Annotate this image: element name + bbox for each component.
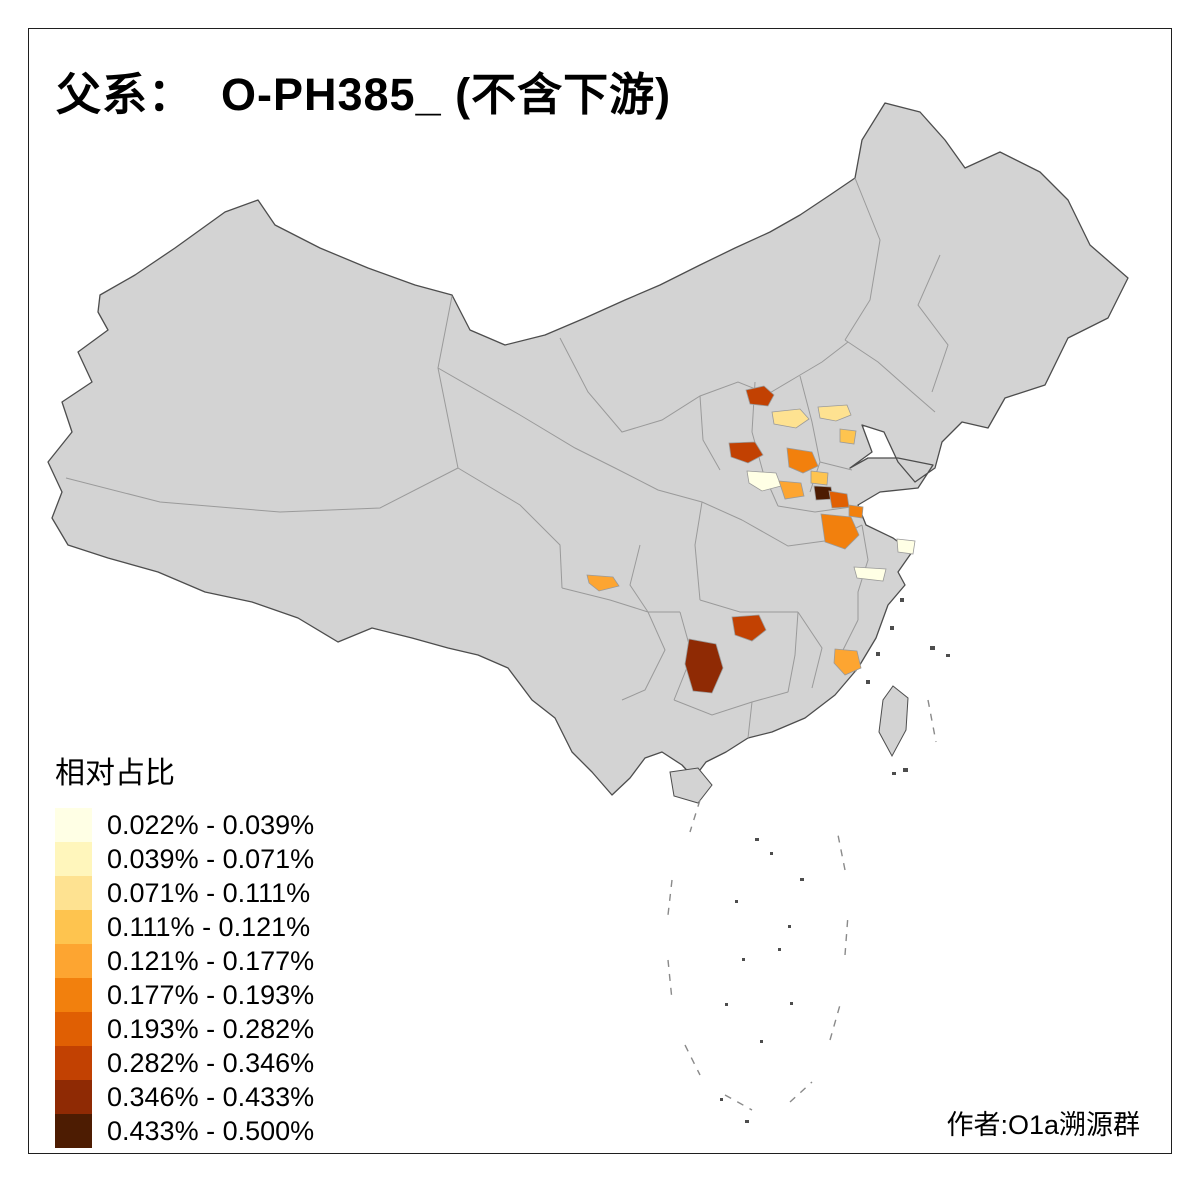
legend-item: 0.121% - 0.177% (55, 944, 314, 978)
legend: 相对占比 0.022% - 0.039% 0.039% - 0.071% 0.0… (55, 748, 314, 1148)
highlight-region-2 (771, 408, 810, 429)
legend-label: 0.121% - 0.177% (107, 945, 315, 976)
legend-label: 0.111% - 0.121% (107, 911, 311, 942)
legend-item: 0.346% - 0.433% (55, 1080, 314, 1114)
highlight-region-17 (833, 648, 862, 676)
attribution-text: 作者:O1a溯源群 (946, 1110, 1140, 1140)
legend-item: 0.111% - 0.121% (55, 910, 314, 944)
highlight-region-7 (746, 470, 782, 492)
legend-swatch (55, 1080, 92, 1114)
legend-title: 相对占比 (55, 757, 175, 790)
legend-swatch (55, 978, 92, 1012)
legend-item: 0.039% - 0.071% (55, 842, 314, 876)
highlight-region-3 (817, 404, 852, 422)
legend-item: 0.177% - 0.193% (55, 978, 314, 1012)
legend-label: 0.346% - 0.433% (107, 1081, 315, 1112)
legend-item: 0.022% - 0.039% (55, 808, 314, 842)
highlight-region-14 (586, 574, 620, 592)
legend-swatch (55, 1114, 92, 1148)
legend-swatch (55, 1046, 92, 1080)
highlight-region-18 (896, 538, 916, 555)
legend-swatch (55, 876, 92, 910)
highlight-region-8 (778, 480, 805, 500)
legend-label: 0.022% - 0.039% (107, 809, 315, 840)
legend-item: 0.071% - 0.111% (55, 876, 314, 910)
legend-label: 0.433% - 0.500% (107, 1115, 315, 1146)
taiwan-island-shape (878, 685, 909, 758)
sea-dash-lines (667, 699, 937, 1111)
legend-swatch (55, 1012, 92, 1046)
highlight-region-6 (786, 447, 819, 474)
legend-label: 0.039% - 0.071% (107, 843, 315, 874)
legend-item: 0.193% - 0.282% (55, 1012, 314, 1046)
legend-item: 0.282% - 0.346% (55, 1046, 314, 1080)
highlight-region-1 (745, 385, 775, 407)
legend-swatch (55, 808, 92, 842)
highlight-region-16 (684, 638, 724, 694)
hainan-island-shape (669, 767, 713, 804)
legend-swatch (55, 944, 92, 978)
highlight-region-11 (828, 490, 850, 509)
highlight-region-19 (853, 566, 887, 582)
china-mainland-shape (47, 102, 1129, 796)
legend-swatch (55, 910, 92, 944)
legend-swatch (55, 842, 92, 876)
legend-label: 0.177% - 0.193% (107, 979, 315, 1010)
highlight-region-9 (810, 470, 829, 486)
legend-label: 0.193% - 0.282% (107, 1013, 315, 1044)
highlight-region-12 (820, 513, 860, 550)
legend-item: 0.433% - 0.500% (55, 1114, 314, 1148)
highlight-region-13 (848, 504, 864, 519)
highlight-region-4 (839, 428, 857, 445)
highlight-region-15 (731, 614, 767, 642)
highlight-regions (586, 385, 916, 694)
figure-border (28, 28, 1172, 1154)
page-title: 父系： O-PH385_ (不含下游) (56, 69, 672, 120)
legend-label: 0.071% - 0.111% (107, 877, 311, 908)
legend-label: 0.282% - 0.346% (107, 1047, 315, 1078)
highlight-region-5 (728, 441, 764, 464)
